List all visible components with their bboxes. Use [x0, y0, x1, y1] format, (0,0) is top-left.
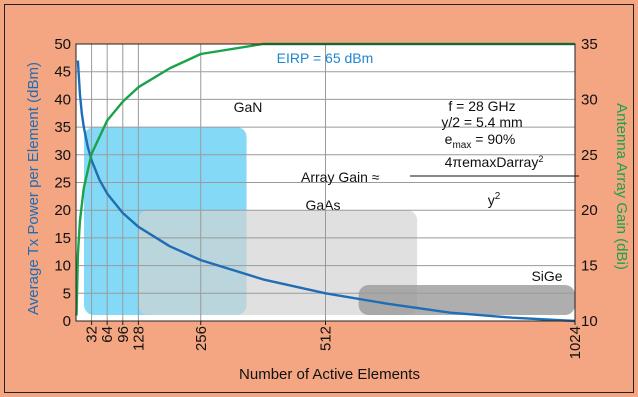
spacing-annotation: y/2 = 5.4 mm: [441, 114, 522, 130]
y-left-tick-label: 5: [63, 285, 71, 302]
y-right-tick-label: 15: [581, 258, 598, 275]
y-left-tick-label: 35: [54, 119, 71, 136]
efficiency-annotation: emax = 90%: [445, 131, 516, 151]
efficiency-prefix: e: [445, 131, 453, 147]
denominator-exponent: 2: [495, 191, 501, 202]
region-label-sige: SiGe: [531, 268, 562, 284]
y-right-tick-label: 20: [581, 202, 598, 219]
x-tick-label: 128: [130, 326, 147, 351]
frequency-annotation: f = 28 GHz: [448, 98, 515, 114]
region-label-gaas: GaAs: [305, 197, 340, 213]
y-left-tick-label: 0: [63, 313, 71, 330]
chart-frame: GaN GaAs SiGe 0 5 10 15 20 25 30 35 40 45 50 10 15 20 25…: [4, 4, 634, 393]
region-sige: [358, 284, 575, 315]
formula-numerator: 4πemaxDarray2: [445, 154, 544, 170]
region-label-gan: GaN: [234, 99, 263, 115]
x-tick-label: 512: [318, 326, 335, 351]
formula-denominator: y2: [488, 191, 501, 208]
y-left-tick-label: 15: [54, 230, 71, 247]
efficiency-subscript: max: [452, 140, 471, 151]
y-right-tick-label: 10: [581, 313, 598, 330]
efficiency-value: = 90%: [471, 131, 515, 147]
y-left-tick-label: 25: [54, 175, 71, 192]
x-tick-label: 1024: [567, 326, 584, 359]
x-tick-label: 256: [193, 326, 210, 351]
eirp-annotation: EIRP = 65 dBm: [277, 50, 374, 66]
denominator-text: y: [488, 192, 495, 208]
y-left-tick-label: 10: [54, 258, 71, 275]
y-left-tick-label: 45: [54, 64, 71, 81]
y-right-tick-label: 35: [581, 36, 598, 53]
tx-power-line: [76, 60, 576, 323]
y-left-tick-label: 20: [54, 202, 71, 219]
y-left-tick-label: 40: [54, 91, 71, 108]
y-left-tick-label: 50: [54, 36, 71, 53]
process-regions: GaN GaAs SiGe: [84, 99, 575, 315]
right-y-axis-title: Antenna Array Gain (dBi): [613, 103, 630, 270]
y-left-tick-label: 30: [54, 147, 71, 164]
numerator-text: 4πemaxDarray: [445, 154, 539, 170]
y-right-tick-label: 30: [581, 91, 598, 108]
y-right-tick-label: 25: [581, 147, 598, 164]
region-gaas: [138, 210, 418, 315]
array-gain-label: Array Gain ≈: [301, 169, 380, 185]
x-tick-label: 32: [84, 326, 101, 343]
x-tick-label: 96: [115, 326, 132, 343]
left-y-axis-title: Average Tx Power per Element (dBm): [25, 62, 42, 315]
tick-labels: 0 5 10 15 20 25 30 35 40 45 50 10 15 20 25 30 35 32649612…: [54, 36, 597, 359]
x-axis-title: Number of Active Elements: [239, 366, 420, 383]
x-tick-label: 64: [99, 326, 116, 343]
formula-annotation: f = 28 GHz y/2 = 5.4 mm emax = 90% Array…: [301, 98, 579, 208]
numerator-exponent: 2: [538, 154, 543, 164]
